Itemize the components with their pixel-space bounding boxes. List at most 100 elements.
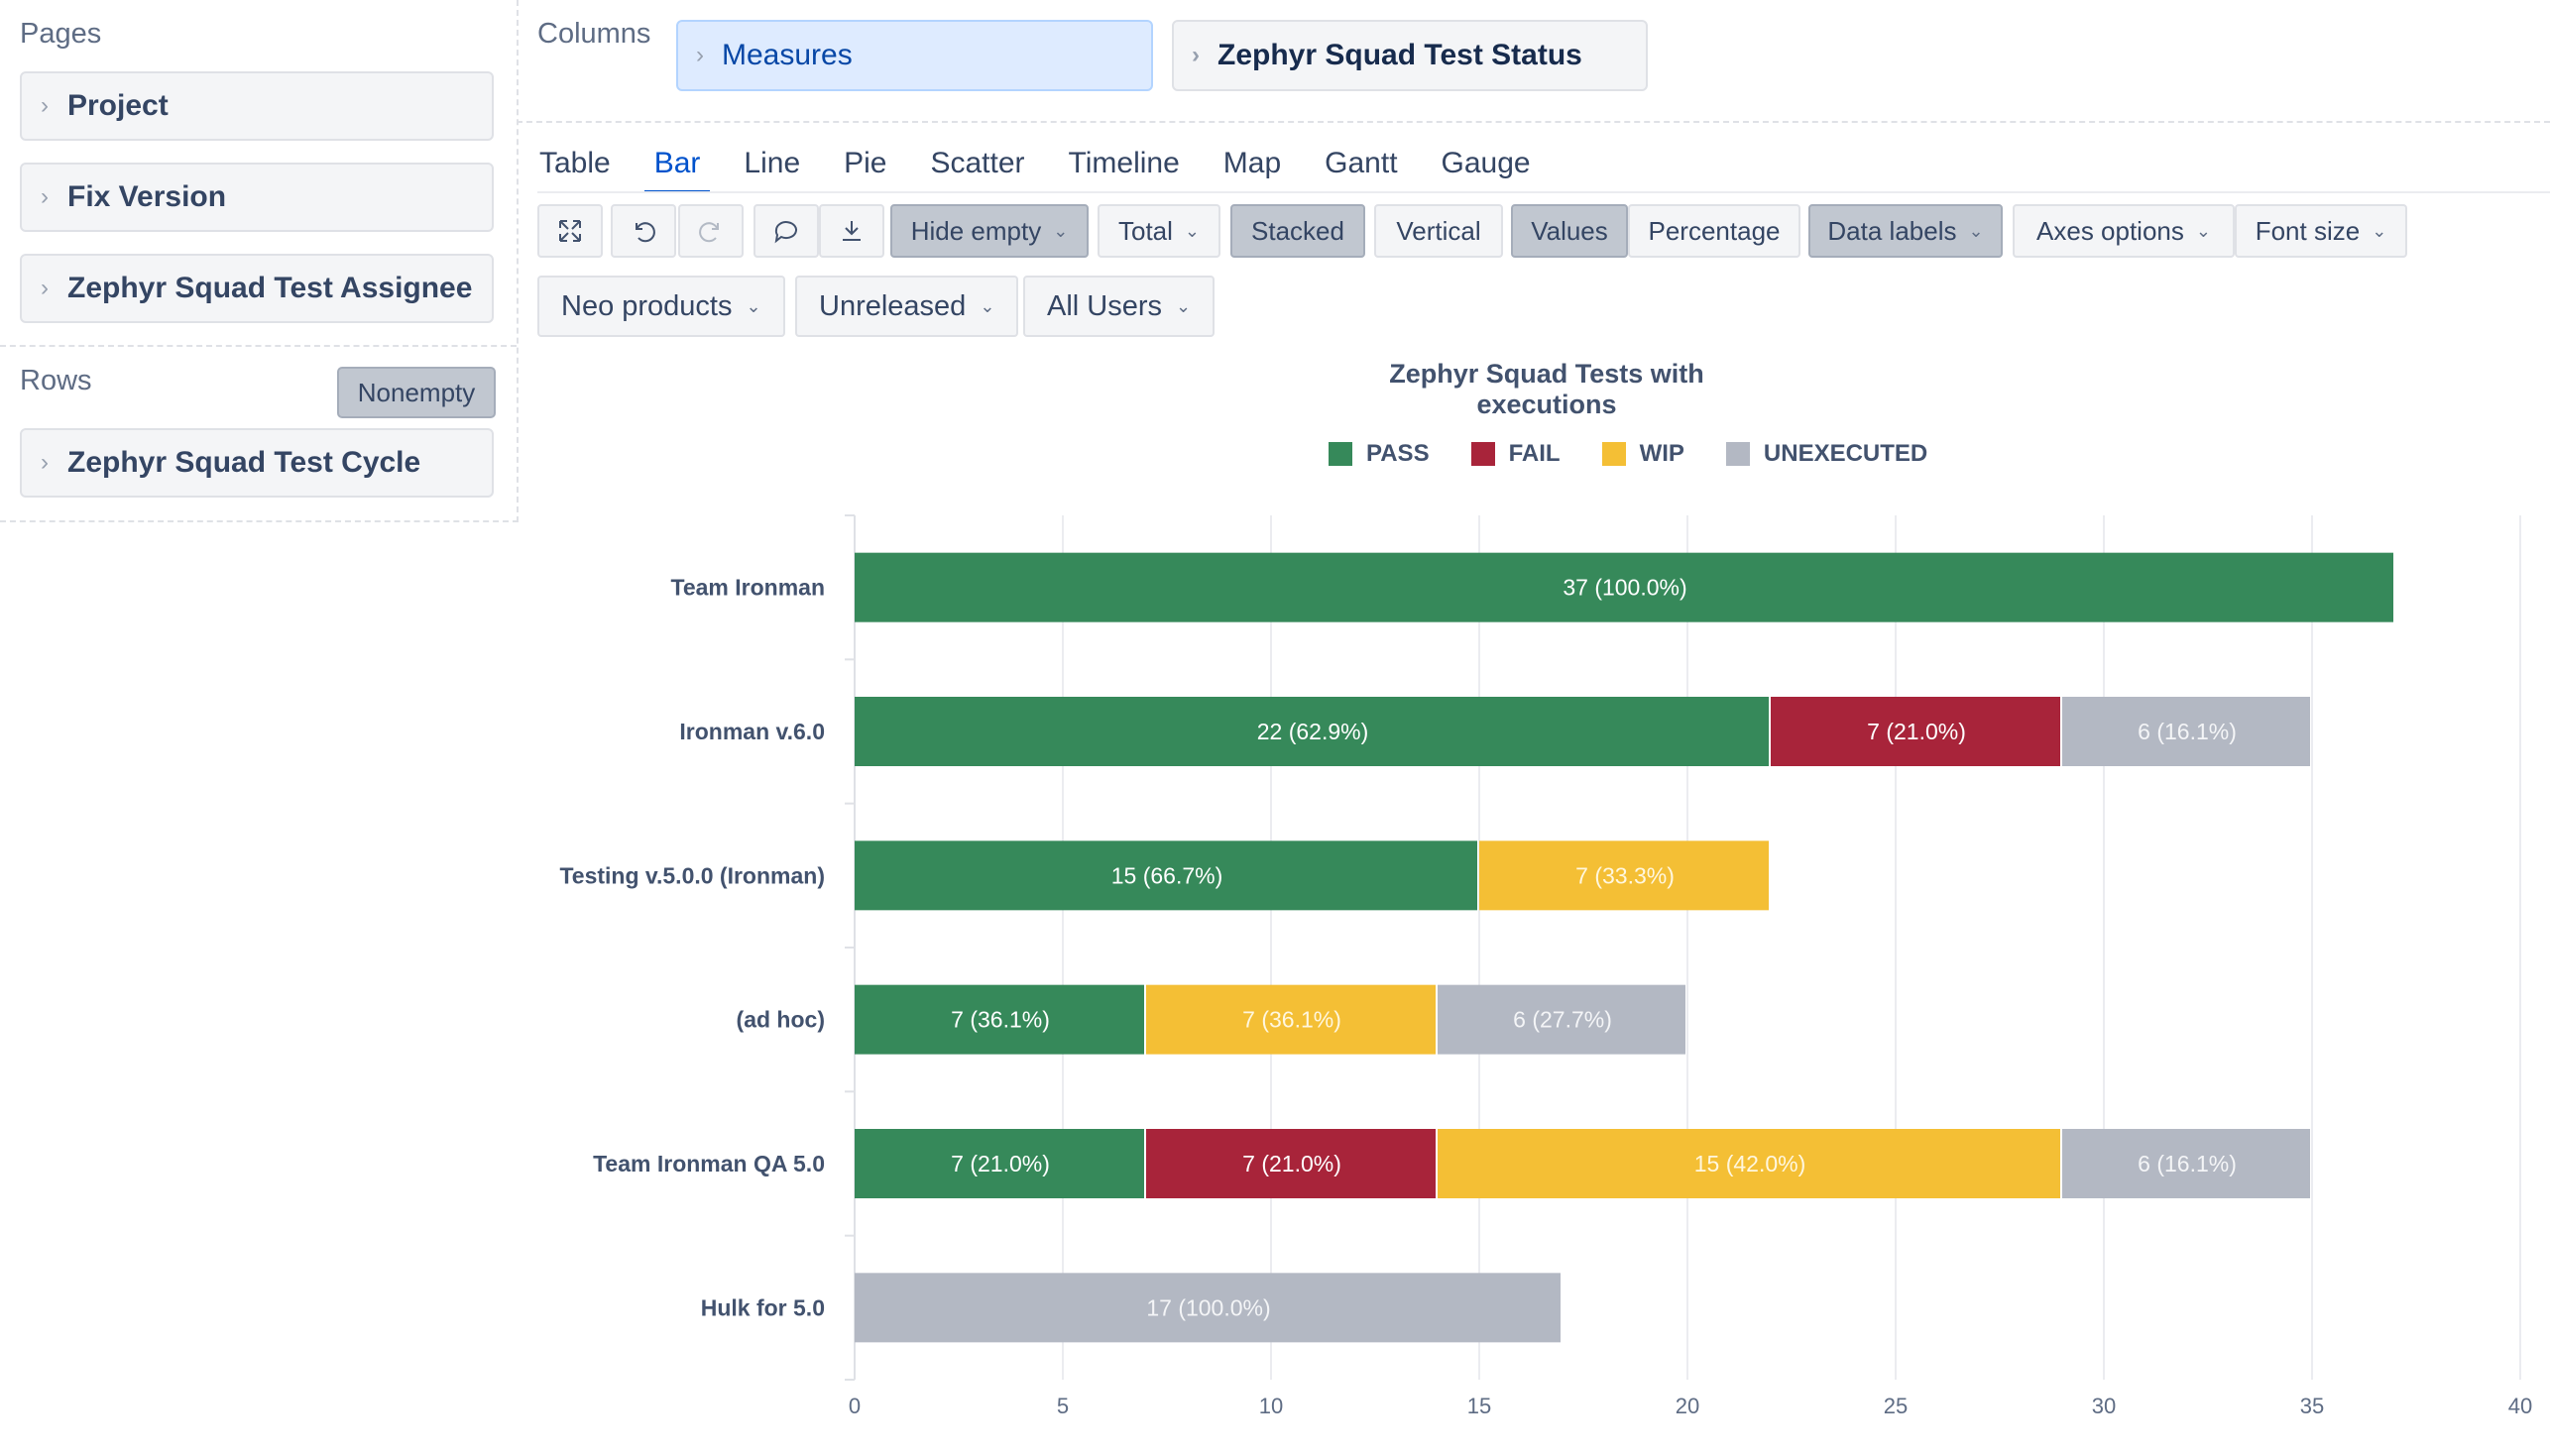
vertical-toggle[interactable]: Vertical [1374,204,1503,258]
bar-segment-pass[interactable] [855,697,1769,766]
font-size-label: Font size [2255,215,2361,246]
legend-item-pass[interactable]: PASS [1329,440,1430,468]
tab-table[interactable]: Table [539,147,611,179]
columns-item-test-status[interactable]: › Zephyr Squad Test Status [1172,20,1648,91]
project-filter[interactable]: Neo products ⌄ [537,276,785,337]
chevron-down-icon: ⌄ [2372,220,2387,241]
chevron-right-icon: › [41,92,49,119]
bar-segment-pass[interactable] [855,1129,1144,1198]
data-label: 7 (36.1%) [951,1007,1050,1033]
undo-icon [636,222,655,243]
bar-segment-unexecuted[interactable] [855,1273,1561,1343]
layout-panel: Pages › Project › Fix Version › Zephyr S… [0,0,519,522]
nonempty-button[interactable]: Nonempty [337,367,496,418]
bar-segment-unexecuted[interactable] [2062,1129,2310,1198]
columns-item-measures[interactable]: › Measures [676,20,1153,91]
data-label: 15 (66.7%) [1111,862,1223,888]
y-category-label: Ironman v.6.0 [679,719,825,744]
data-labels-label: Data labels [1827,215,1957,246]
legend-label: PASS [1366,440,1430,467]
tab-scatter[interactable]: Scatter [930,147,1025,179]
redo-button[interactable] [678,204,744,258]
chevron-right-icon: › [41,449,49,476]
comment-icon [774,221,797,244]
legend-item-wip[interactable]: WIP [1601,440,1684,468]
rows-item-label: Zephyr Squad Test Cycle [67,446,421,479]
pages-item-fix-version[interactable]: › Fix Version [20,163,494,232]
columns-item-label: Measures [722,39,853,71]
hide-empty-label: Hide empty [910,215,1042,246]
undo-button[interactable] [611,204,676,258]
tab-gauge[interactable]: Gauge [1441,147,1531,179]
comment-button[interactable] [753,204,819,258]
project-filter-value: Neo products [561,289,733,322]
x-tick-label: 0 [849,1394,861,1418]
chevron-right-icon: › [696,42,704,68]
expand-icon [559,220,581,242]
assignee-filter[interactable]: All Users ⌄ [1023,276,1216,337]
data-label: 7 (21.0%) [1242,1151,1341,1176]
columns-item-label: Zephyr Squad Test Status [1217,39,1582,71]
bar-segment-wip[interactable] [1479,840,1769,911]
tab-timeline[interactable]: Timeline [1068,147,1180,179]
bar-segment-unexecuted[interactable] [2062,697,2310,766]
axes-options-label: Axes options [2036,215,2184,246]
bar-segment-wip[interactable] [1146,984,1436,1055]
rows-title: Rows [20,365,92,396]
axes-options-dropdown[interactable]: Axes options ⌄ [2013,204,2235,258]
bar-segment-wip[interactable] [1438,1129,2060,1198]
x-tick-label: 25 [1884,1394,1908,1418]
data-label: 7 (21.0%) [951,1151,1050,1176]
chevron-right-icon: › [41,275,49,301]
tab-map[interactable]: Map [1222,147,1282,179]
legend-swatch [1725,442,1750,466]
tab-gantt[interactable]: Gantt [1325,147,1398,179]
pages-item-project[interactable]: › Project [20,71,494,141]
columns-title: Columns [537,18,651,50]
pages-item-label: Project [67,89,169,122]
font-size-dropdown[interactable]: Font size ⌄ [2235,204,2407,258]
redo-icon [699,222,719,243]
y-category-label: Team Ironman QA 5.0 [593,1151,825,1176]
bar-segment-pass[interactable] [855,840,1477,911]
bar-segment-unexecuted[interactable] [1438,984,1685,1055]
chart-type-tabs: Table Bar Line Pie Scatter Timeline Map … [537,144,1572,193]
y-category-label: Team Ironman [671,575,826,601]
values-toggle[interactable]: Values [1511,204,1628,258]
fix-version-filter[interactable]: Unreleased ⌄ [795,276,1019,337]
data-label: 22 (62.9%) [1257,719,1369,744]
legend-label: WIP [1639,440,1684,467]
total-dropdown[interactable]: Total ⌄ [1098,204,1220,258]
chevron-down-icon: ⌄ [1968,220,1984,241]
export-button[interactable] [819,204,884,258]
bar-segment-pass[interactable] [855,984,1144,1055]
y-category-label: Testing v.5.0.0 (Ironman) [559,862,825,888]
tab-pie[interactable]: Pie [844,147,887,179]
data-labels-dropdown[interactable]: Data labels ⌄ [1808,204,2003,258]
x-tick-label: 30 [2092,1394,2116,1418]
data-label: 6 (16.1%) [2138,1151,2237,1176]
x-tick-label: 5 [1057,1394,1069,1418]
fullscreen-button[interactable] [537,204,603,258]
legend-item-unexecuted[interactable]: UNEXECUTED [1725,440,1927,468]
x-tick-label: 35 [2300,1394,2324,1418]
chevron-down-icon: ⌄ [980,295,995,316]
hide-empty-dropdown[interactable]: Hide empty ⌄ [890,204,1089,258]
legend-item-fail[interactable]: FAIL [1470,440,1561,468]
percentage-toggle[interactable]: Percentage [1628,204,1800,258]
y-category-label: (ad hoc) [737,1007,825,1033]
y-category-label: Hulk for 5.0 [701,1294,825,1320]
bar-segment-fail[interactable] [1146,1129,1436,1198]
bar-segment-pass[interactable] [855,552,2393,622]
pages-title: Pages [20,18,102,50]
rows-item-test-cycle[interactable]: › Zephyr Squad Test Cycle [20,428,494,498]
fix-version-filter-value: Unreleased [819,289,967,322]
columns-divider [517,121,2550,123]
pages-item-test-assignee[interactable]: › Zephyr Squad Test Assignee [20,254,494,323]
rows-divider [0,345,517,347]
bar-segment-fail[interactable] [1771,697,2060,766]
tab-line[interactable]: Line [744,147,801,179]
data-label: 15 (42.0%) [1694,1151,1806,1176]
data-label: 7 (21.0%) [1867,719,1966,744]
stacked-toggle[interactable]: Stacked [1230,204,1365,258]
